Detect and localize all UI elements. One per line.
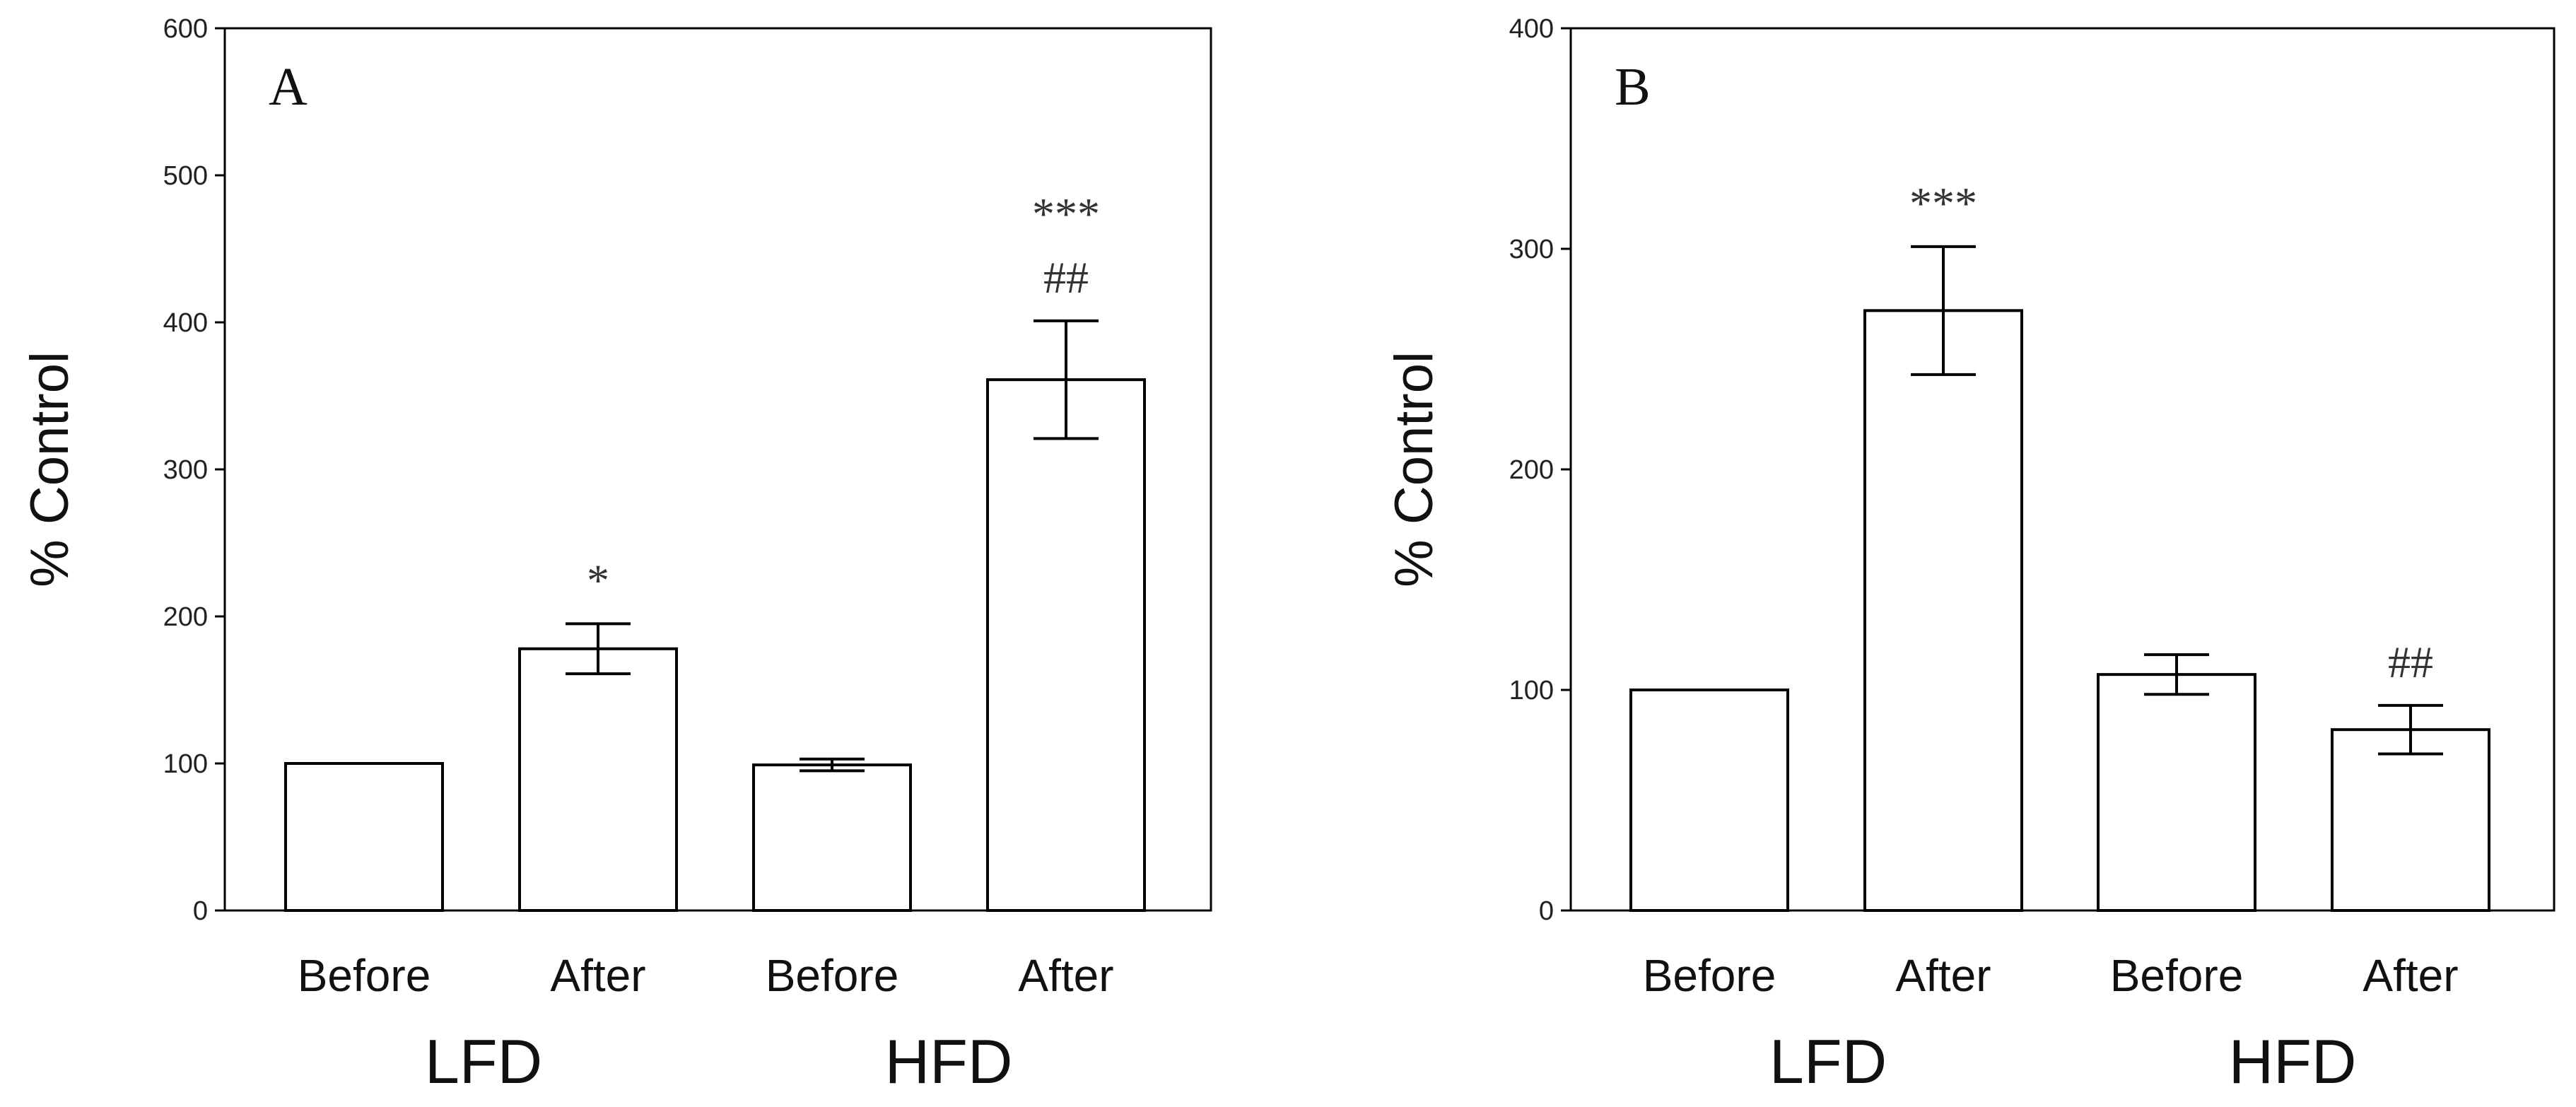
y-tick-label: 300 bbox=[1509, 235, 1554, 264]
y-tick-label: 0 bbox=[193, 896, 208, 926]
bar bbox=[518, 647, 678, 912]
x-category-label: Before bbox=[1643, 950, 1776, 1001]
y-tick-label: 500 bbox=[163, 161, 208, 191]
significance-annotation: ## bbox=[2388, 637, 2433, 687]
bar bbox=[752, 763, 912, 912]
y-tick-label: 400 bbox=[163, 308, 208, 338]
y-tick-label: 300 bbox=[163, 455, 208, 485]
chart-panel-b: 0 100 200 300 400 % Control B Before *** After Bef… bbox=[1384, 14, 2555, 1096]
bar bbox=[986, 378, 1146, 912]
x-category-label: Before bbox=[298, 950, 431, 1001]
bar bbox=[2331, 728, 2490, 913]
group-label: HFD bbox=[885, 1026, 1013, 1096]
group-label: LFD bbox=[425, 1026, 542, 1096]
x-category-label: Before bbox=[766, 950, 899, 1001]
x-category-label: After bbox=[1018, 950, 1113, 1001]
significance-annotation: ## bbox=[1043, 252, 1089, 303]
y-tick-label: 200 bbox=[1509, 455, 1554, 485]
bar bbox=[1629, 689, 1789, 912]
group-label: HFD bbox=[2229, 1026, 2357, 1096]
y-tick-label: 200 bbox=[163, 602, 208, 632]
panel-label: B bbox=[1615, 57, 1651, 117]
bar bbox=[1863, 309, 2023, 912]
y-axis-label: % Control bbox=[20, 351, 80, 587]
y-axis-label: % Control bbox=[1384, 351, 1444, 587]
chart-panel-a: 0 100 200 300 400 500 600 % Control A Before * Afte… bbox=[20, 14, 1212, 1096]
x-category-label: After bbox=[550, 950, 645, 1001]
significance-annotation: *** bbox=[1909, 178, 1977, 228]
group-label: LFD bbox=[1769, 1026, 1887, 1096]
y-tick-label: 100 bbox=[163, 749, 208, 779]
x-category-label: Before bbox=[2110, 950, 2244, 1001]
significance-annotation: *** bbox=[1032, 189, 1100, 239]
y-tick-label: 400 bbox=[1509, 14, 1554, 44]
bar bbox=[2097, 673, 2256, 912]
y-tick-label: 0 bbox=[1539, 896, 1554, 926]
x-category-label: After bbox=[2363, 950, 2458, 1001]
bar bbox=[284, 762, 444, 912]
significance-annotation: * bbox=[587, 555, 609, 605]
x-category-label: After bbox=[1895, 950, 1991, 1001]
y-tick-label: 600 bbox=[163, 14, 208, 44]
panel-label: A bbox=[269, 57, 308, 117]
y-tick-label: 100 bbox=[1509, 676, 1554, 705]
